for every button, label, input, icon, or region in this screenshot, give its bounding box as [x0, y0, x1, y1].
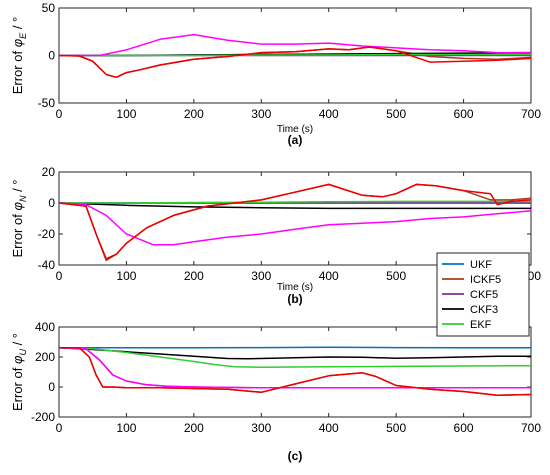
legend-entry-ckf5: CKF5 [470, 289, 498, 301]
axes-box-b [58, 171, 532, 266]
y-axis-label-b: Error of φN / ° [10, 180, 28, 258]
series-line-extra-5-b [58, 202, 532, 246]
series-line-extra-6-c [59, 346, 532, 397]
x-tick-label-b: 300 [251, 269, 271, 283]
series-line-ekf-b [59, 200, 531, 204]
y-tick-label-b: -40 [38, 258, 56, 272]
x-tick-label-c: 100 [116, 421, 136, 435]
x-tick-label-c: 300 [251, 421, 271, 435]
series-line-extra-6-a [58, 46, 532, 79]
x-tick-label-b: 400 [319, 269, 339, 283]
x-tick-label-c: 200 [184, 421, 204, 435]
x-tick-label-a: 700 [521, 107, 541, 121]
panel-label-b: (b) [287, 292, 302, 306]
y-tick-label-c: -200 [31, 410, 55, 424]
panel-label-c: (c) [288, 449, 303, 463]
y-tick-label-b: 20 [42, 165, 56, 179]
y-tick-label-b: 0 [48, 196, 55, 210]
y-axis-label-a: Error of φE / ° [10, 17, 28, 95]
series-line-ekf-a [59, 53, 531, 57]
series-line-ckf3-b [58, 202, 531, 210]
x-tick-label-c: 500 [386, 421, 406, 435]
axes-box-c [58, 326, 532, 418]
x-axis-label-a: Time (s) [277, 124, 313, 135]
x-axis-label-b: Time (s) [277, 282, 313, 293]
series-line-ickf5-b [58, 183, 532, 262]
x-tick-label-a: 0 [56, 107, 63, 121]
x-tick-label-c: 600 [454, 421, 474, 435]
y-tick-label-a: -50 [38, 96, 56, 110]
x-tick-label-a: 600 [454, 107, 474, 121]
series-line-ekf-c [58, 346, 532, 368]
x-tick-label-a: 100 [116, 107, 136, 121]
y-tick-label-a: 0 [48, 49, 55, 63]
panel-c: 0 100 200 300 400 500 600 700-2000200400(c)Erro… [10, 320, 541, 463]
x-tick-label-c: 0 [56, 421, 63, 435]
series-line-ckf3-c [58, 346, 531, 360]
y-tick-label-c: 200 [35, 350, 55, 364]
x-tick-label-a: 200 [184, 107, 204, 121]
y-tick-label-c: 400 [35, 320, 55, 334]
legend-entry-ckf3: CKF3 [470, 304, 498, 316]
y-tick-label-a: 50 [42, 1, 56, 15]
legend-entry-ickf5: ICKF5 [470, 274, 501, 286]
x-tick-label-c: 400 [319, 421, 339, 435]
series-line-extra-5-a [59, 33, 531, 57]
x-tick-label-b: 500 [386, 269, 406, 283]
series-line-extra-6-b [58, 183, 532, 260]
x-tick-label-b: 0 [56, 269, 63, 283]
legend: UKF ICKF5 CKF5 CKF3 EKF [436, 252, 530, 337]
x-tick-label-b: 200 [184, 269, 204, 283]
panel-label-a: (a) [288, 133, 303, 147]
x-tick-label-a: 300 [251, 107, 271, 121]
x-tick-label-c: 700 [521, 421, 541, 435]
y-axis-label-c: Error of φU / ° [10, 333, 28, 411]
legend-entry-ukf: UKF [470, 259, 492, 271]
x-tick-label-a: 400 [319, 107, 339, 121]
y-tick-label-c: 0 [48, 380, 55, 394]
x-tick-label-a: 500 [386, 107, 406, 121]
x-tick-label-b: 100 [116, 269, 136, 283]
y-tick-label-b: -20 [38, 227, 56, 241]
series-line-extra-5-c [58, 346, 531, 389]
legend-entry-ekf: EKF [470, 319, 492, 331]
